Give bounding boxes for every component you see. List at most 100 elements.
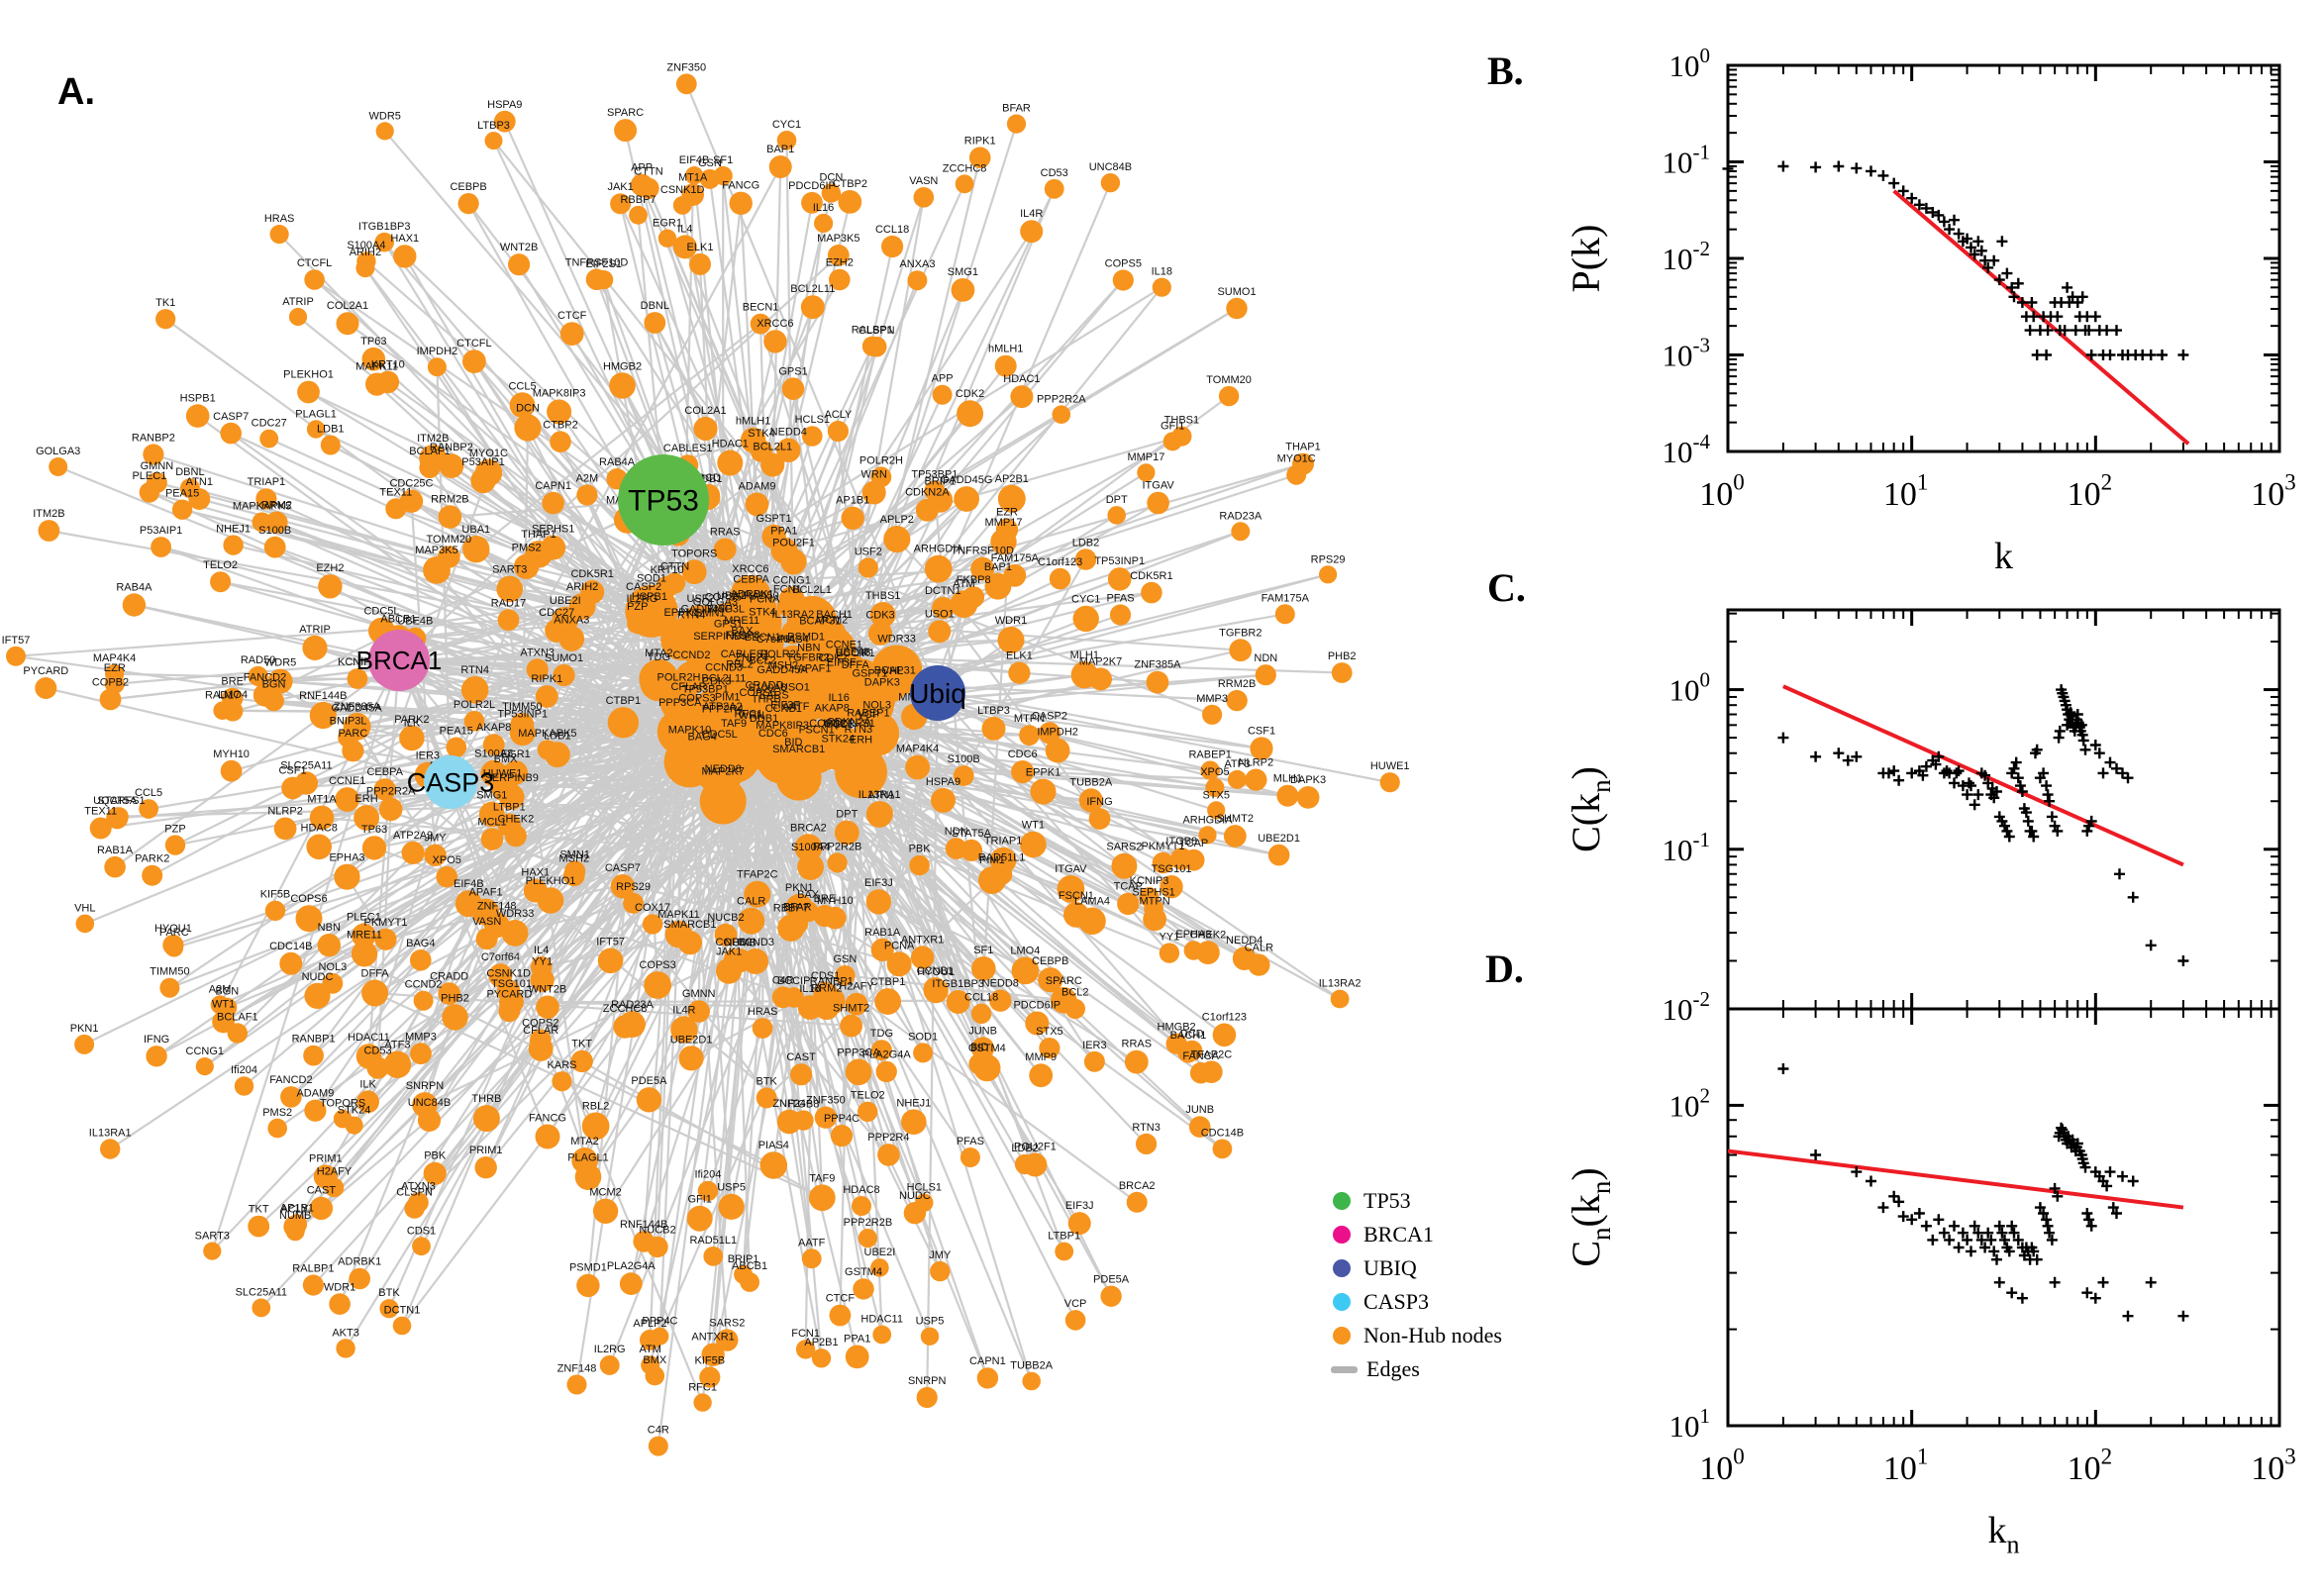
gene-label: BCLAF1: [409, 446, 451, 457]
y-axis-label: P(k): [1564, 225, 1608, 293]
network-node: [610, 874, 636, 899]
network-node: [1083, 1050, 1105, 1072]
gene-label: LTBP3: [977, 705, 1010, 717]
gene-label: CEBPB: [1032, 955, 1068, 967]
network-node: [713, 538, 737, 561]
gene-label: RAB1A: [97, 845, 134, 856]
gene-label: LMO4: [218, 689, 248, 701]
gene-label: RANBP2: [132, 432, 175, 444]
network-node: [684, 166, 704, 185]
x-axis-label: k: [1994, 536, 2013, 577]
gene-label: COPS3: [678, 693, 715, 705]
gene-label: CRADD: [430, 970, 468, 982]
network-node: [220, 759, 243, 782]
gene-label: HSPA9: [487, 99, 522, 111]
gene-label: BNIP3L: [707, 603, 745, 615]
network-node: [537, 740, 558, 760]
network-node: [790, 1063, 813, 1086]
network-node: [474, 458, 503, 487]
network-node: [776, 131, 797, 150]
network-node: [501, 920, 529, 947]
network-node: [1107, 506, 1126, 525]
gene-label: JMY: [425, 833, 448, 845]
gene-label: LTBP1: [1048, 1231, 1080, 1243]
network-node: [712, 603, 735, 626]
gene-label: TOPORS: [320, 1098, 365, 1110]
gene-label: SUMO1: [1217, 286, 1256, 298]
network-node: [957, 400, 984, 428]
gene-label: CAPN1: [969, 1355, 1006, 1367]
network-node: [306, 420, 326, 439]
network-node: [222, 700, 244, 722]
gene-label: RTN4: [460, 664, 489, 676]
gene-label: STK4: [748, 428, 775, 440]
network-node: [968, 1052, 991, 1075]
gene-label: HDAC1: [1003, 373, 1040, 385]
network-node: [852, 1196, 871, 1216]
network-node: [478, 801, 505, 828]
network-node: [562, 864, 585, 887]
gene-label: NEDD8: [705, 763, 742, 775]
gene-label: EGR1: [653, 218, 682, 230]
network-node-labels: PIM1 MAPK10 EPPK1 USO1 GSPT1 UBE4B FSCN1 DFFA PP…: [2, 61, 1410, 1436]
gene-label: CABLES1: [663, 443, 713, 454]
gene-label: LDB1: [317, 423, 345, 435]
gene-label: C7orf64: [481, 951, 520, 963]
network-node: [865, 801, 893, 828]
network-node: [607, 707, 640, 739]
tick-label: 10-2: [1663, 237, 1711, 276]
network-node: [619, 1272, 643, 1295]
gene-label: TOMM20: [1206, 374, 1252, 386]
gene-label: BMX: [494, 753, 519, 765]
network-node: [968, 147, 991, 168]
network-node: [280, 1086, 302, 1108]
network-node: [1100, 173, 1121, 193]
gene-label: PLAGL1: [567, 1151, 609, 1163]
network-node: [1006, 114, 1027, 134]
network-node: [336, 1339, 355, 1358]
gene-label: RAD51L1: [689, 1235, 737, 1247]
gene-label: GSTM4: [845, 1266, 882, 1278]
network-node: [49, 457, 68, 476]
network-node: [1045, 738, 1070, 763]
network-node: [686, 1205, 713, 1232]
gene-label: ATM: [953, 578, 974, 590]
gene-label: HSPB1: [632, 591, 667, 603]
network-node: [639, 658, 679, 699]
network-node: [1183, 941, 1204, 960]
gene-label: FSCN1: [1059, 890, 1094, 902]
tick-label: 102: [1669, 1083, 1711, 1123]
legend-label: BRCA1: [1364, 1222, 1434, 1247]
gene-label: NUCB2: [707, 912, 744, 924]
gene-label: SERPINB9: [484, 772, 538, 784]
gene-label: HDAC8: [843, 1184, 879, 1196]
gene-label: PPP2R2B: [813, 841, 862, 852]
network-node: [498, 784, 525, 810]
tick-label: 101: [1883, 1445, 1929, 1487]
gene-label: CDK5R1: [1130, 570, 1172, 582]
gene-label: ATP2A2: [393, 830, 433, 842]
network-node: [335, 787, 360, 812]
chart-ticks: [1726, 1009, 2281, 1428]
network-node: [699, 1366, 721, 1388]
edge-line: [838, 749, 1226, 1037]
network-node: [89, 817, 112, 840]
network-node: [100, 1139, 121, 1159]
network-node: [845, 992, 868, 1016]
gene-label: MCL1: [477, 816, 506, 828]
gene-label: BCL2L1: [792, 584, 832, 596]
network-node: [827, 245, 850, 266]
network-node: [697, 1180, 719, 1202]
network-node: [1011, 956, 1040, 985]
network-node: [484, 132, 503, 150]
gene-label: CSNK1D: [660, 184, 705, 196]
network-node: [672, 235, 697, 259]
network-node: [923, 977, 948, 1001]
gene-label: SERPINB9: [693, 631, 747, 643]
network-node: [536, 995, 559, 1020]
gene-label: CDC5L: [702, 729, 738, 741]
network-node: [356, 251, 376, 271]
network-node: [675, 73, 697, 95]
network-node: [678, 1046, 704, 1071]
network-node: [508, 253, 531, 276]
